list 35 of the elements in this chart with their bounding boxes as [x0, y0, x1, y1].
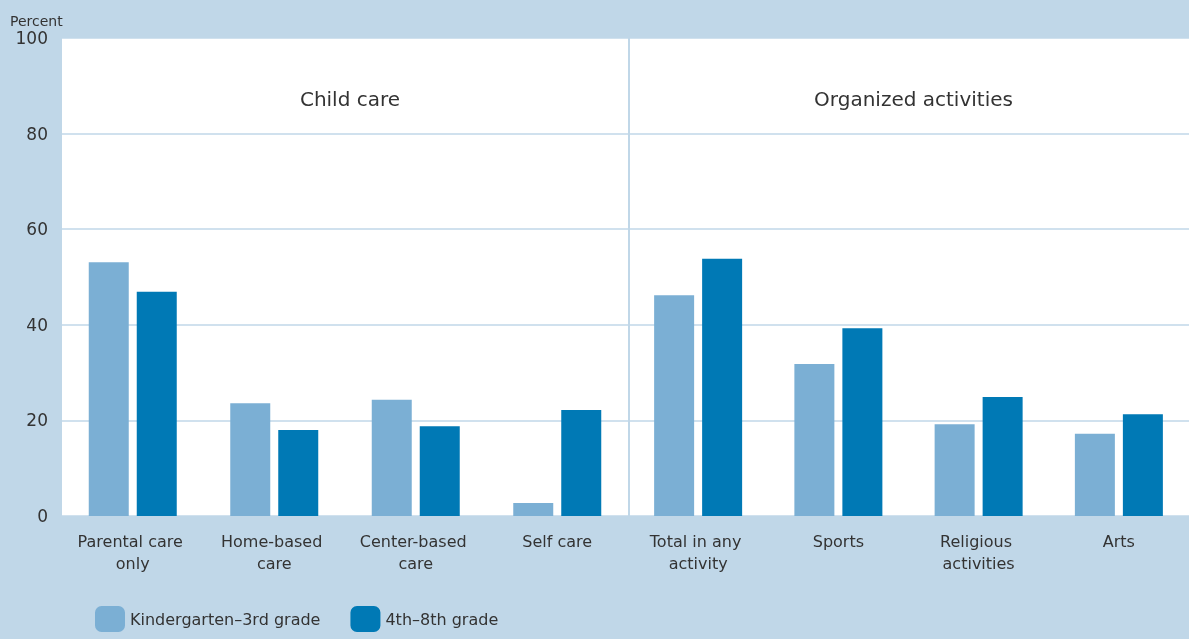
bar — [1122, 414, 1163, 516]
bar — [702, 258, 743, 516]
x-tick-label: Arts — [1102, 531, 1135, 551]
y-axis-title: Percent — [10, 13, 64, 29]
x-tick-label: Home-based care — [221, 531, 328, 573]
x-tick-label: Sports — [812, 531, 865, 551]
bar — [934, 424, 975, 516]
bar — [230, 403, 271, 516]
x-tick-label: Total in any activity — [648, 531, 747, 573]
legend-label: 4th–8th grade — [385, 609, 499, 629]
bar — [794, 364, 835, 516]
y-tick-label: 0 — [37, 506, 48, 526]
bar — [371, 399, 412, 516]
x-tick-label: Religious activities — [940, 531, 1018, 573]
y-tick-label: 60 — [26, 219, 48, 240]
x-tick-label: Center-based care — [359, 531, 472, 573]
bar — [561, 409, 602, 516]
bar — [513, 503, 554, 516]
text: Child care — [299, 87, 401, 111]
bar — [1074, 433, 1115, 516]
bar — [278, 429, 319, 516]
legend-label: Kindergarten–3rd grade — [130, 609, 321, 629]
bar — [654, 295, 695, 516]
x-tick-label: Parental care only — [77, 531, 188, 573]
bar — [136, 291, 177, 516]
bar — [842, 328, 883, 516]
y-tick-label: 80 — [26, 123, 48, 144]
text: Organized activities — [814, 87, 1013, 111]
x-tick-label: Self care — [522, 531, 593, 551]
bar — [88, 262, 129, 516]
bar — [982, 396, 1023, 516]
bar — [419, 426, 460, 516]
y-tick-label: 100 — [15, 28, 48, 48]
y-tick-label: 40 — [26, 314, 48, 335]
y-tick-label: 20 — [26, 410, 48, 431]
